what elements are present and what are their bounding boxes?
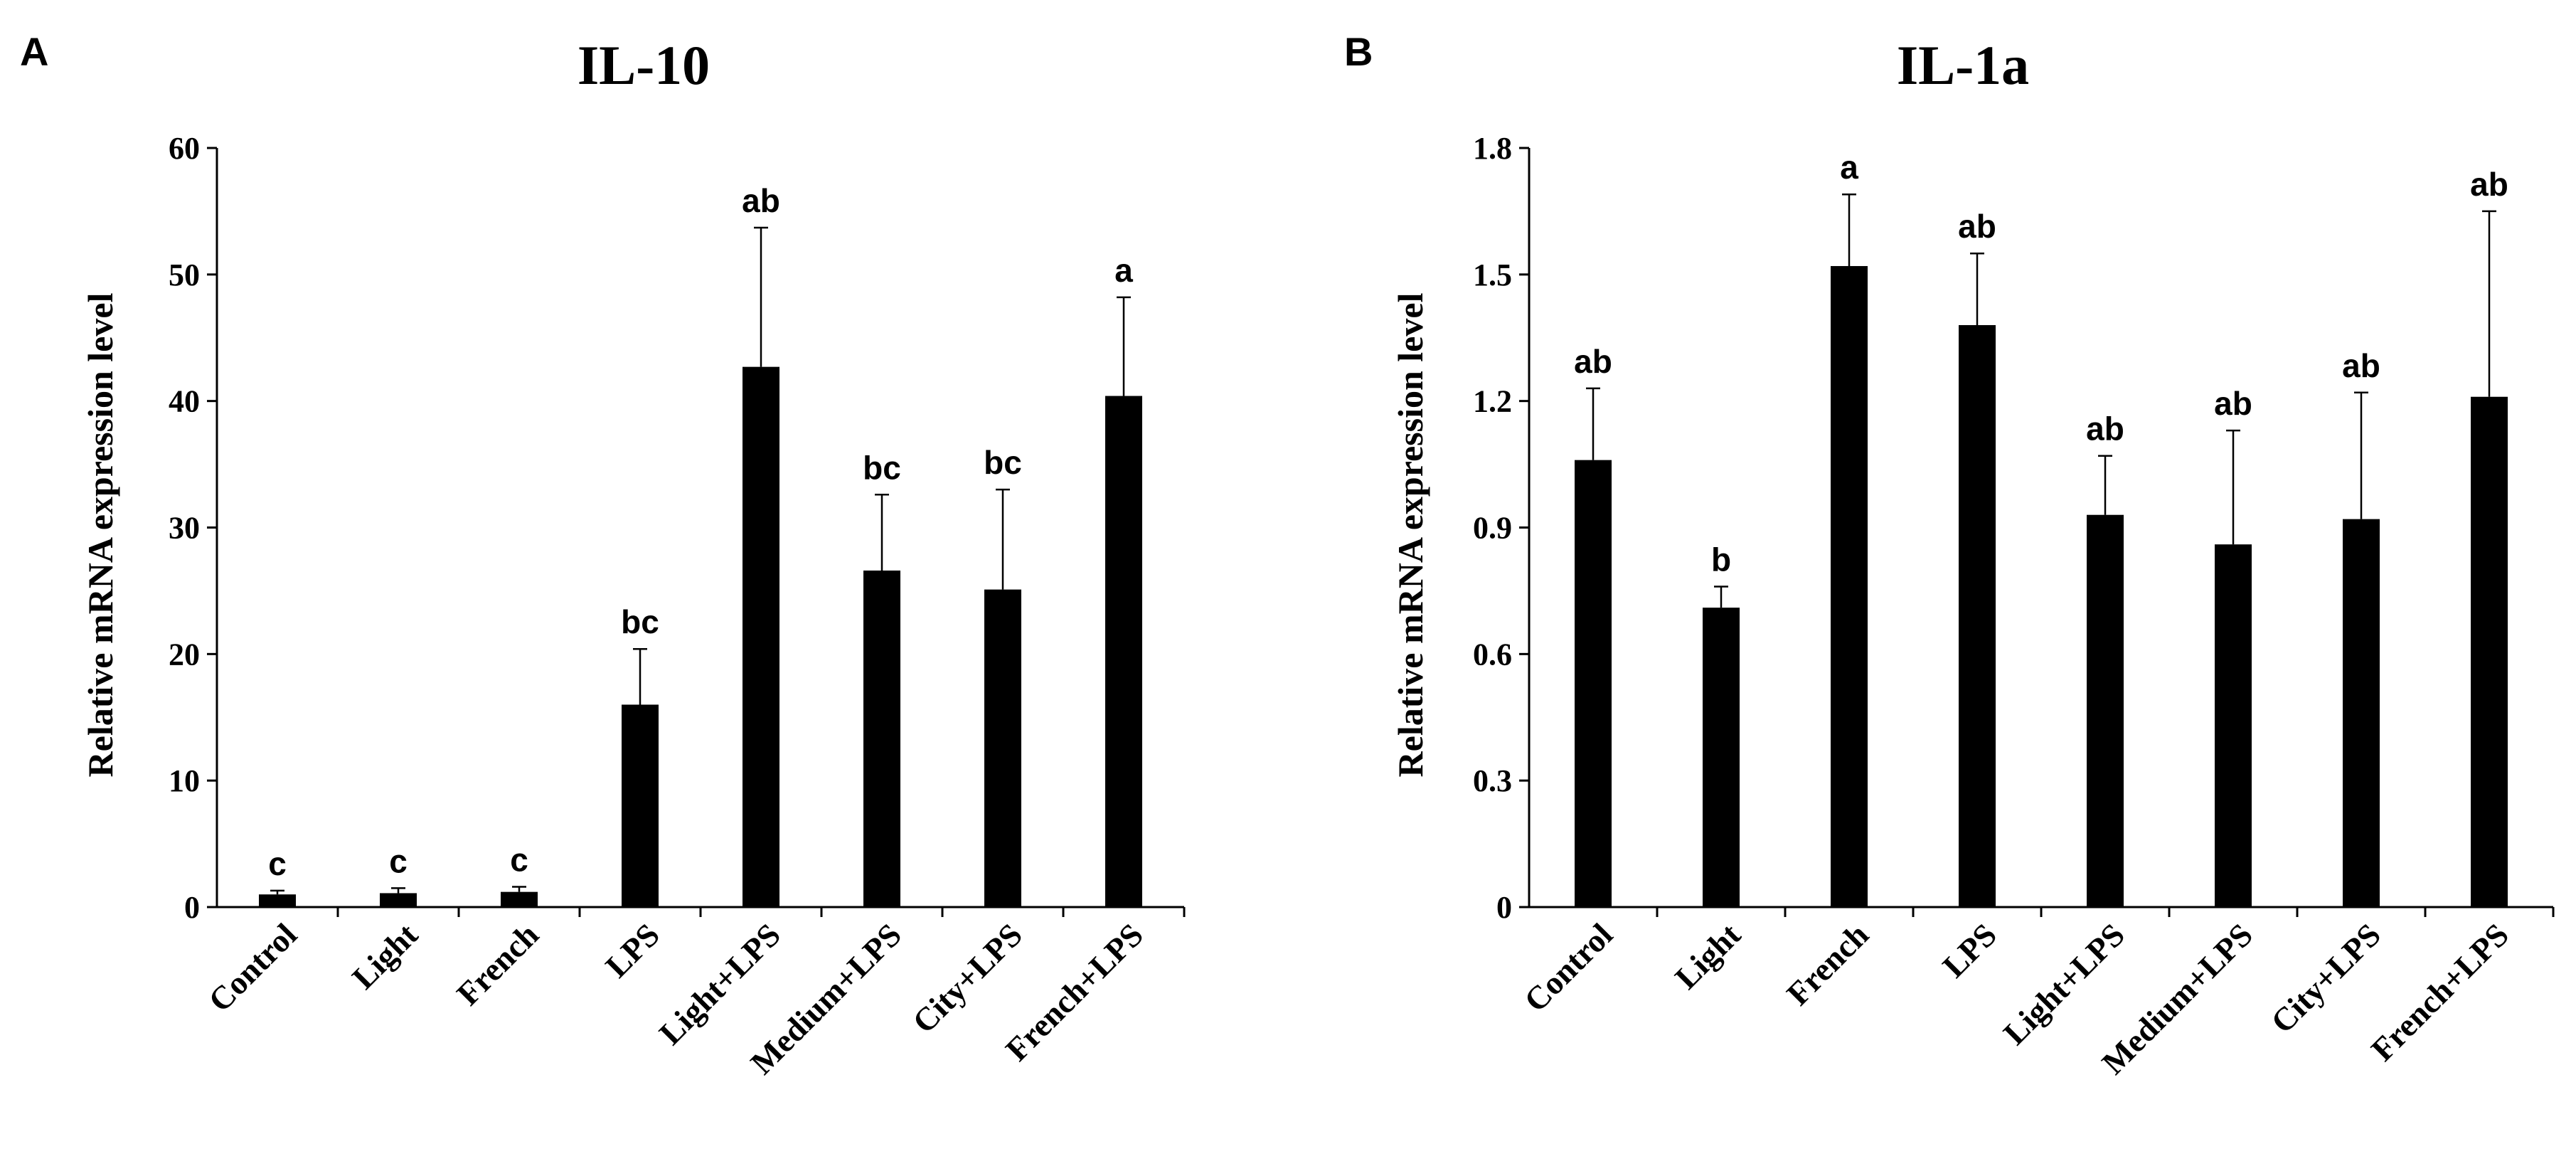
y-tick-label-a: 30 <box>169 511 200 546</box>
y-tick-label-a: 50 <box>169 258 200 292</box>
significance-label-b-control: ab <box>1574 343 1612 380</box>
x-tick-label-b-light-lps: Light+LPS <box>1996 916 2131 1051</box>
bar-a-light-lps <box>743 366 779 907</box>
x-tick-label-b-control: Control <box>1517 916 1619 1019</box>
chart-title-il1a: IL-1a <box>1897 34 2029 96</box>
significance-label-b-light: b <box>1711 541 1731 578</box>
bar-b-french <box>1831 265 1868 907</box>
y-axis-label-a: Relative mRNA expression level <box>80 292 120 777</box>
y-tick-label-a: 60 <box>169 131 200 166</box>
y-tick-label-a: 20 <box>169 637 200 672</box>
x-tick-label-a-lps: LPS <box>598 916 666 985</box>
bar-b-medium-lps <box>2215 544 2252 907</box>
significance-label-a-control: c <box>268 845 287 882</box>
x-tick-label-b-french: French <box>1779 916 1875 1012</box>
panel-a-il10-chart: A IL-10 Relative mRNA expression level 0… <box>20 29 1186 1081</box>
x-tick-label-a-light: Light <box>345 916 425 996</box>
x-tick-label-b-lps: LPS <box>1935 916 2003 985</box>
x-tick-label-a-french: French <box>449 916 545 1012</box>
y-ticks-b: 0 0.3 0.6 0.9 1.2 1.5 1.8 <box>1473 131 1529 925</box>
significance-label-b-medium-lps: ab <box>2214 385 2252 422</box>
significance-label-b-light-lps: ab <box>2086 410 2124 447</box>
significance-label-a-french-lps: a <box>1114 252 1133 289</box>
y-tick-label-b: 1.5 <box>1473 258 1512 292</box>
significance-label-a-light: c <box>389 842 408 879</box>
y-axis-label-b: Relative mRNA expression level <box>1390 292 1430 777</box>
bar-b-french-lps <box>2471 396 2508 907</box>
bars-b: ab Control b Light a French ab LPS ab Light+LPS ab… <box>1517 149 2555 1081</box>
panel-letter-b: B <box>1344 29 1373 74</box>
bar-a-light <box>380 893 417 907</box>
bar-a-city-lps <box>984 589 1021 907</box>
bar-a-french <box>501 891 538 907</box>
bar-b-light <box>1703 608 1740 907</box>
chart-title-il10: IL-10 <box>578 34 710 96</box>
y-tick-label-b: 0.6 <box>1473 637 1512 672</box>
y-ticks-a: 0 10 20 30 40 50 60 <box>169 131 217 925</box>
y-tick-label-a: 40 <box>169 384 200 419</box>
significance-label-a-french: c <box>510 842 528 879</box>
significance-label-b-city-lps: ab <box>2342 347 2380 384</box>
y-tick-label-a: 10 <box>169 763 200 798</box>
bar-b-lps <box>1959 324 1996 907</box>
bars-a: cControlcLightcFrenchbcLPSabLight+LPSbcM… <box>201 182 1186 1081</box>
bar-a-french-lps <box>1105 396 1142 907</box>
significance-label-b-french: a <box>1840 149 1858 186</box>
bar-b-light-lps <box>2087 514 2124 907</box>
y-tick-label-a: 0 <box>184 890 200 925</box>
x-tick-label-b-city-lps: City+LPS <box>2264 916 2388 1040</box>
bar-a-control <box>259 894 296 907</box>
y-tick-label-b: 1.8 <box>1473 131 1512 166</box>
panel-letter-a: A <box>20 29 48 74</box>
significance-label-b-lps: ab <box>1958 208 1996 245</box>
significance-label-a-medium-lps: bc <box>863 449 901 486</box>
y-tick-label-b: 0.3 <box>1473 763 1512 798</box>
x-tick-label-b-french-lps: French+LPS <box>2364 916 2516 1068</box>
significance-label-a-lps: bc <box>621 603 659 640</box>
x-tick-label-b-light: Light <box>1668 916 1747 996</box>
bar-a-lps <box>622 704 659 907</box>
significance-label-b-french-lps: ab <box>2470 166 2508 203</box>
significance-label-a-city-lps: bc <box>984 444 1022 481</box>
y-tick-label-b: 0.9 <box>1473 511 1512 546</box>
bar-a-medium-lps <box>863 570 900 907</box>
x-tick-label-a-control: Control <box>201 916 304 1019</box>
significance-label-a-light-lps: ab <box>742 182 780 219</box>
panel-b-il1a-chart: B IL-1a Relative mRNA expression level 0… <box>1344 29 2555 1081</box>
y-tick-label-b: 1.2 <box>1473 384 1512 419</box>
x-tick-label-a-city-lps: City+LPS <box>905 916 1029 1040</box>
y-tick-label-b: 0 <box>1496 890 1512 925</box>
bar-b-control <box>1575 460 1612 907</box>
bar-b-city-lps <box>2343 519 2380 907</box>
